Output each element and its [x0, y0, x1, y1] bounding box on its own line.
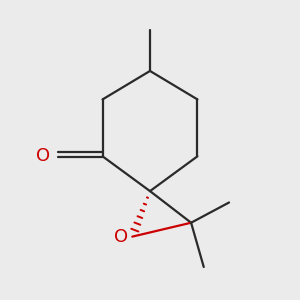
- Text: O: O: [114, 228, 128, 246]
- Text: O: O: [36, 147, 50, 165]
